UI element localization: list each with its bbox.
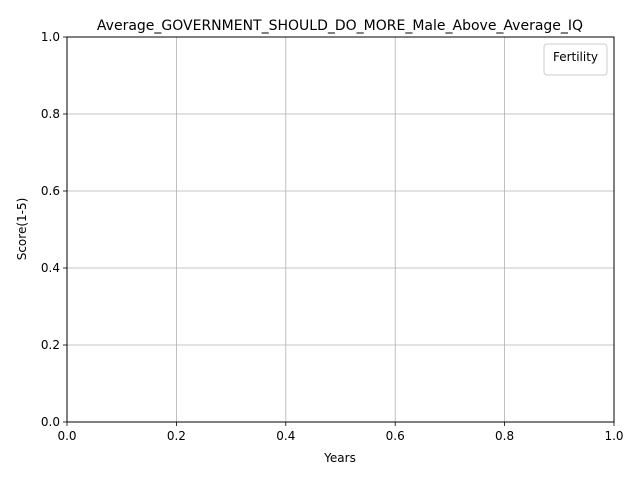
y-tick-label: 0.4 [41,261,60,275]
y-tick-label: 0.8 [41,107,60,121]
legend: Fertility [543,43,608,76]
plot-area [67,37,614,422]
x-axis: 0.0 0.2 0.4 0.6 0.8 1.0 [57,422,624,443]
chart-title: Average_GOVERNMENT_SHOULD_DO_MORE_Male_A… [97,18,583,34]
x-tick-label: 0.4 [276,429,295,443]
x-tick-label: 0.2 [167,429,186,443]
x-tick-label: 0.6 [386,429,405,443]
legend-title: Fertility [553,50,598,64]
x-tick-label: 1.0 [604,429,623,443]
y-tick-label: 0.6 [41,184,60,198]
x-tick-label: 0.0 [57,429,76,443]
plot-frame [66,36,615,423]
y-axis: 0.0 0.2 0.4 0.6 0.8 1.0 [41,30,67,429]
y-tick-label: 0.0 [41,415,60,429]
x-axis-label: Years [323,451,356,465]
x-tick-label: 0.8 [495,429,514,443]
y-tick-label: 0.2 [41,338,60,352]
grid-lines [66,36,615,423]
legend-box [543,43,608,76]
y-axis-label: Score(1-5) [15,198,29,261]
y-tick-label: 1.0 [41,30,60,44]
